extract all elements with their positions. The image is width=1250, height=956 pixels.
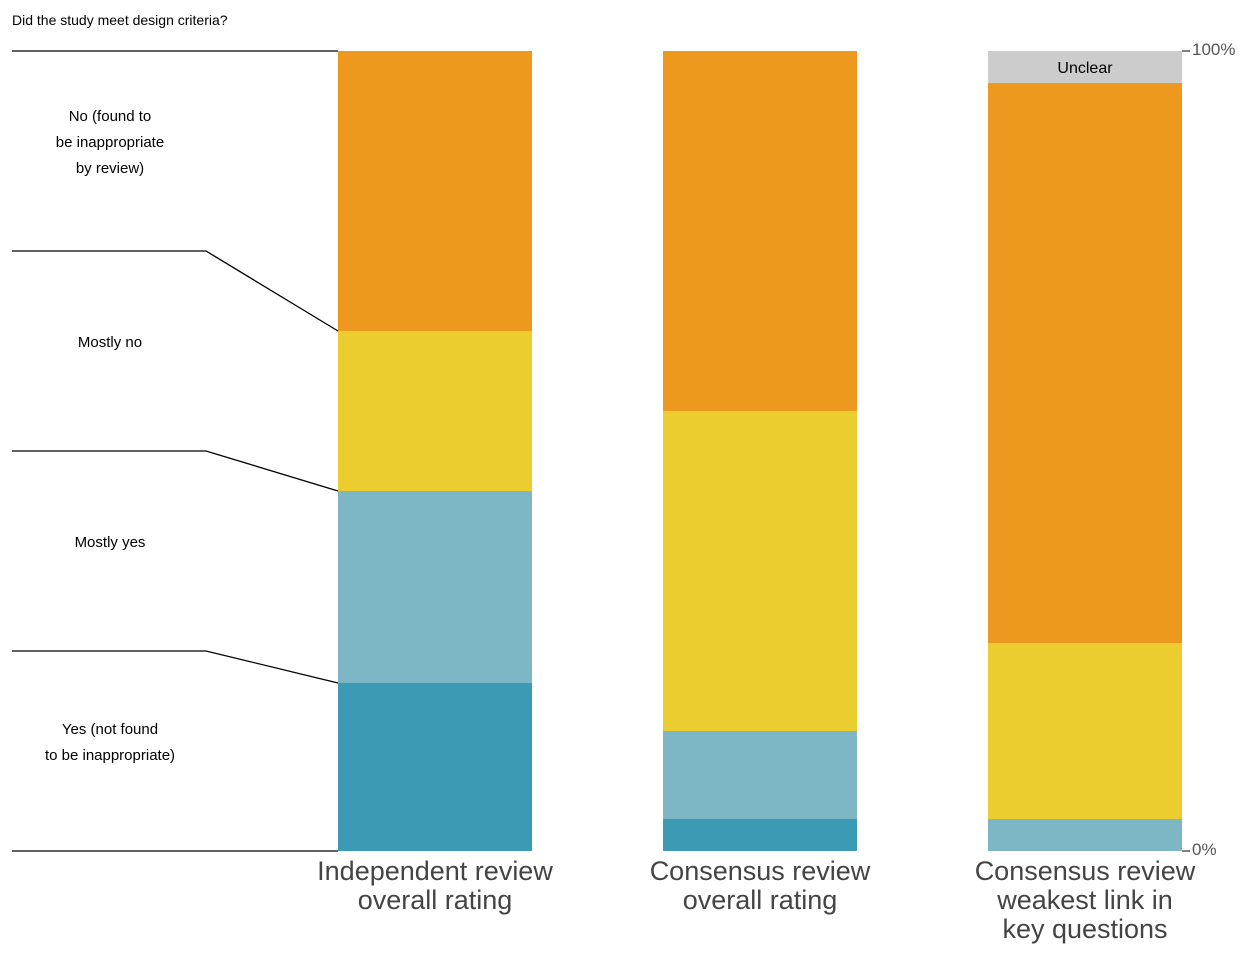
bar-segment-1-mostly-no <box>338 331 532 491</box>
x-category-label-3: Consensus review weakest link in key que… <box>974 856 1196 944</box>
y-tick-label-0: 0% <box>1192 840 1217 859</box>
bar-segment-3-no-found-to <box>988 83 1182 643</box>
x-category-label-2: Consensus review overall rating <box>649 856 871 915</box>
bar-segment-1-no-found-to <box>338 51 532 331</box>
legend-separator-line <box>12 250 339 332</box>
x-category-label-1: Independent review overall rating <box>317 856 553 915</box>
legend-separator-line <box>12 650 339 684</box>
bar-segment-3-unclear <box>988 51 1182 83</box>
bar-segment-1-yes-not-found <box>338 683 532 851</box>
bar-segment-2-mostly-yes <box>663 731 857 819</box>
chart-title: Did the study meet design criteria? <box>12 12 228 28</box>
bar-segment-2-mostly-no <box>663 411 857 731</box>
bar-segment-2-no-found-to <box>663 51 857 411</box>
legend-label-mostly-yes: Mostly yes <box>74 534 146 551</box>
data-label-unclear: Unclear <box>1057 60 1113 77</box>
legend-separator-line <box>12 450 339 492</box>
legend-label-mostly-no: Mostly no <box>77 334 143 351</box>
bar-segment-3-mostly-yes <box>988 819 1182 851</box>
y-tick-label-100: 100% <box>1192 40 1236 59</box>
bar-segment-2-yes-not-found <box>663 819 857 851</box>
bar-segment-1-mostly-yes <box>338 491 532 683</box>
legend-label-no-found-to: No (found to be inappropriate by review) <box>55 108 165 177</box>
bar-segment-3-mostly-no <box>988 643 1182 819</box>
legend-label-yes-not-found: Yes (not found to be inappropriate) <box>44 721 176 764</box>
